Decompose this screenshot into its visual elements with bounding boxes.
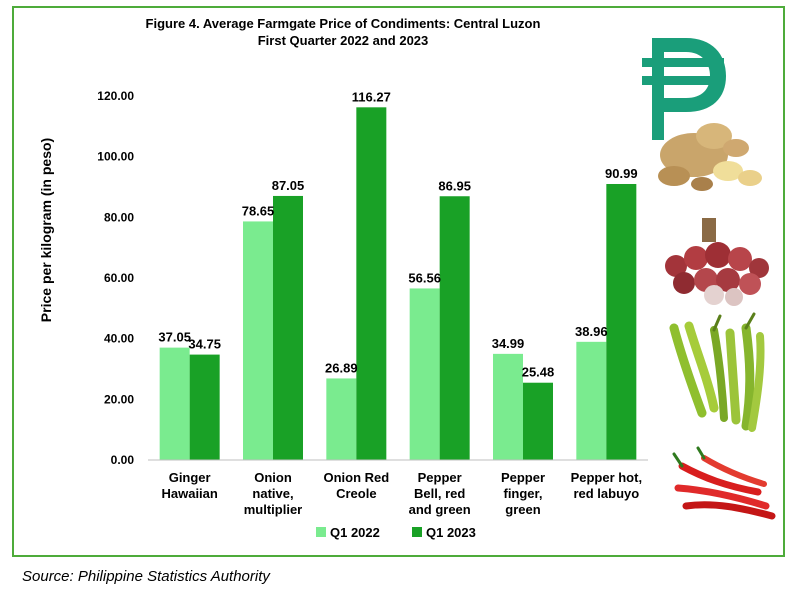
bar-q1-2023: [273, 195, 303, 460]
bar-q1-2022: [326, 378, 357, 460]
bar-value-label: 86.95: [438, 178, 471, 193]
y-tick-label: 20.00: [104, 392, 134, 406]
legend-swatch: [316, 527, 326, 537]
bar-q1-2022: [159, 347, 190, 460]
bar-value-label: 37.05: [158, 330, 191, 345]
bar-q1-2023: [189, 354, 220, 460]
y-tick-label: 0.00: [111, 453, 135, 467]
legend-label: Q1 2023: [426, 525, 476, 540]
x-category-label: native,: [252, 486, 293, 501]
x-category-label: Onion: [254, 470, 292, 485]
bars-group: [159, 107, 637, 461]
x-category-label: and green: [409, 502, 471, 517]
bar-value-label: 116.27: [352, 89, 391, 104]
red-chili-pepper-image: [672, 446, 776, 520]
x-category-label: Pepper hot,: [571, 470, 643, 485]
bar-q1-2022: [493, 353, 523, 460]
bar-value-label: 25.48: [522, 365, 555, 380]
legend-label: Q1 2022: [330, 525, 380, 540]
ginger-image: [658, 123, 762, 191]
y-tick-label: 100.00: [97, 150, 134, 164]
chart-title: Figure 4. Average Farmgate Price of Cond…: [146, 16, 541, 48]
bar-value-label: 56.56: [408, 270, 441, 285]
green-finger-pepper-image: [669, 312, 765, 432]
chart-title-line-1: Figure 4. Average Farmgate Price of Cond…: [146, 16, 541, 31]
chart-title-line-2: First Quarter 2022 and 2023: [258, 33, 429, 48]
y-tick-label: 120.00: [97, 89, 134, 103]
y-tick-label: 60.00: [104, 271, 134, 285]
y-tick-label: 40.00: [104, 332, 134, 346]
bar-q1-2022: [409, 288, 440, 460]
x-category-label: Creole: [336, 486, 376, 501]
bar-value-label: 38.96: [575, 324, 608, 339]
bar-q1-2023: [606, 183, 637, 460]
bar-value-label: 90.99: [605, 166, 638, 181]
peso-sign-icon: [642, 38, 726, 140]
bar-q1-2022: [243, 221, 273, 460]
bar-value-label: 78.65: [242, 203, 275, 218]
x-category-label: multiplier: [244, 502, 303, 517]
y-axis-ticks: 0.00 20.00 40.00 60.00 80.00 100.00 120.00: [97, 89, 134, 467]
x-category-label: green: [505, 502, 540, 517]
legend: Q1 2022 Q1 2023: [316, 525, 476, 540]
x-category-label: finger,: [503, 486, 542, 501]
x-category-label: Hawaiian: [161, 486, 217, 501]
y-axis-title: Price per kilogram (in peso): [38, 138, 54, 322]
bar-value-label: 26.89: [325, 360, 358, 375]
x-category-label: Bell, red: [414, 486, 465, 501]
bar-q1-2022: [576, 341, 607, 460]
bar-chart: Figure 4. Average Farmgate Price of Cond…: [38, 16, 776, 540]
bar-value-label: 34.75: [188, 337, 221, 352]
source-note: Source: Philippine Statistics Authority: [22, 568, 270, 585]
bar-q1-2023: [523, 382, 553, 460]
bar-value-label: 34.99: [492, 336, 525, 351]
legend-swatch: [412, 527, 422, 537]
chart-frame: Figure 4. Average Farmgate Price of Cond…: [12, 6, 785, 557]
y-tick-label: 80.00: [104, 210, 134, 224]
x-category-label: Pepper: [418, 470, 462, 485]
shallot-onion-image: [665, 218, 769, 306]
x-category-label: Ginger: [169, 470, 211, 485]
x-category-label: red labuyo: [573, 486, 639, 501]
x-category-label: Pepper: [501, 470, 545, 485]
bar-value-label: 87.05: [272, 178, 305, 193]
bar-q1-2023: [439, 196, 470, 461]
bar-q1-2023: [356, 107, 387, 460]
x-category-label: Onion Red: [323, 470, 389, 485]
